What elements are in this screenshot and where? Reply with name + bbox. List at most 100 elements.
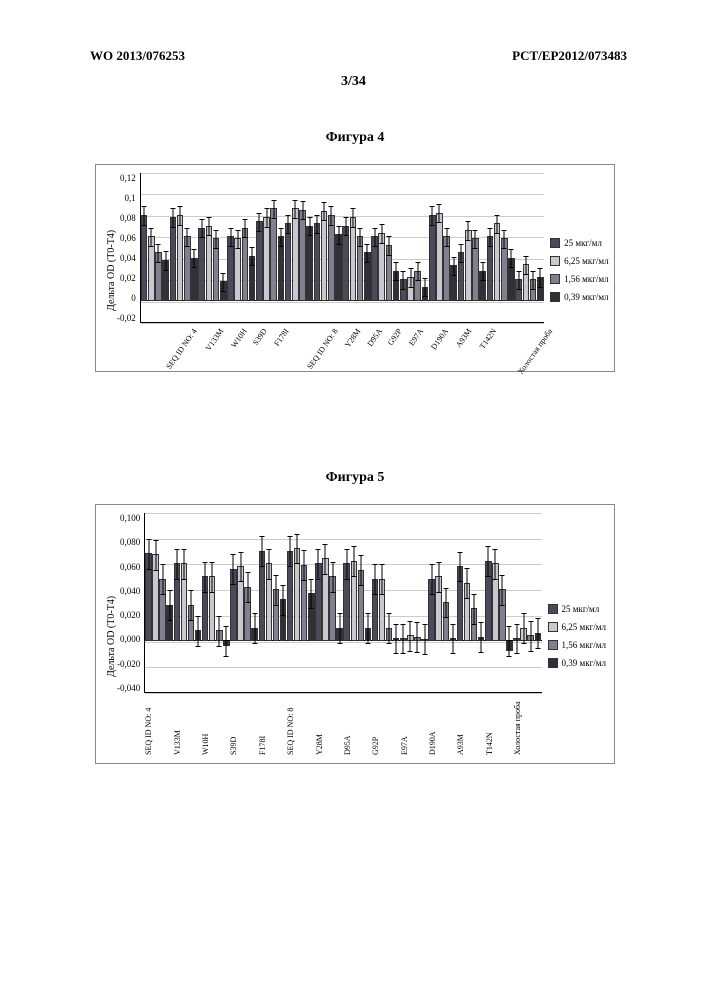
bar — [364, 252, 371, 300]
ytick-label: -0,020 — [117, 659, 140, 669]
legend-label: 25 мкг/мл — [564, 238, 602, 248]
bar — [429, 215, 436, 301]
bar-group — [202, 513, 230, 692]
bar — [234, 238, 241, 300]
bar — [515, 279, 522, 300]
ytick-label: 0,080 — [117, 537, 140, 547]
bar — [372, 579, 379, 641]
bar — [242, 228, 249, 301]
legend-swatch — [550, 274, 560, 284]
xtick-label: S39D — [229, 693, 257, 759]
bar — [537, 277, 544, 301]
bar — [237, 566, 244, 641]
bar — [287, 551, 294, 641]
bar — [458, 252, 465, 300]
legend-item: 25 мкг/мл — [548, 604, 606, 614]
bar — [527, 635, 534, 640]
fig5-ylabel: Дельта OD (T0-T4) — [104, 513, 117, 759]
bar — [191, 258, 198, 301]
legend-swatch — [550, 292, 560, 302]
bar — [371, 236, 378, 300]
ytick-label: 0,1 — [117, 193, 136, 203]
bar — [379, 579, 386, 641]
legend-swatch — [548, 622, 558, 632]
bar-group — [400, 173, 429, 322]
legend-label: 0,39 мкг/мл — [564, 292, 608, 302]
bar — [464, 583, 471, 641]
bar — [535, 633, 542, 641]
bar — [230, 569, 237, 641]
page-number: 3/34 — [0, 74, 707, 90]
xtick-label: F178I — [258, 693, 286, 759]
grid-line — [141, 323, 544, 324]
bar — [294, 548, 301, 641]
bar — [472, 238, 479, 300]
bar — [365, 628, 372, 641]
ytick-label: -0,02 — [117, 313, 136, 323]
legend-swatch — [548, 640, 558, 650]
fig5-xaxis: SEQ ID NO: 4V133MW10HS39DF178ISEQ ID NO:… — [144, 693, 541, 759]
ytick-label: 0,000 — [117, 634, 140, 644]
bar — [306, 226, 313, 301]
xtick-label: SEQ ID NO: 8 — [286, 693, 314, 759]
legend-swatch — [550, 238, 560, 248]
bar — [492, 563, 499, 640]
bar-group — [256, 173, 285, 322]
bar-group — [515, 173, 544, 322]
bar-group — [428, 513, 456, 692]
bar — [166, 605, 173, 641]
bar — [414, 271, 421, 301]
ytick-label: 0,040 — [117, 586, 140, 596]
bar — [414, 637, 421, 641]
bar — [520, 628, 527, 641]
bar-group — [487, 173, 516, 322]
bar — [145, 553, 152, 640]
bar — [148, 236, 155, 300]
bar-group — [259, 513, 287, 692]
bar — [170, 217, 177, 301]
bar — [436, 213, 443, 301]
bar — [206, 226, 213, 301]
bar — [299, 210, 306, 301]
bar — [209, 576, 216, 640]
bar-group — [372, 513, 400, 692]
fig5-yaxis: 0,1000,0800,0600,0400,0200,000-0,020-0,0… — [117, 513, 144, 693]
bar-group — [513, 513, 541, 692]
xtick-label: E97A — [400, 693, 428, 759]
bar — [266, 563, 273, 640]
bar — [278, 236, 285, 300]
xtick-label: D190A — [428, 693, 456, 759]
bar — [450, 265, 457, 300]
bar-group — [458, 173, 487, 322]
bar — [329, 576, 336, 640]
bar — [471, 608, 478, 640]
bar — [485, 561, 492, 641]
bar-group — [485, 513, 513, 692]
bar — [220, 281, 227, 300]
bar — [428, 579, 435, 641]
figure-5-label: Фигура 5 — [95, 470, 615, 486]
bar — [457, 566, 464, 641]
bar — [478, 637, 485, 641]
bar-group — [429, 173, 458, 322]
bar-group — [141, 173, 170, 322]
bar — [181, 563, 188, 640]
bar-group — [371, 173, 400, 322]
bar-group — [285, 173, 314, 322]
bar-group — [342, 173, 371, 322]
bar-group — [400, 513, 428, 692]
bar — [263, 217, 270, 301]
legend-swatch — [550, 256, 560, 266]
bar — [407, 635, 414, 640]
bar — [256, 221, 263, 300]
bar — [343, 563, 350, 640]
figure-4-label: Фигура 4 — [95, 130, 615, 146]
bar — [251, 628, 258, 641]
figure-5-chart: Дельта OD (T0-T4) 0,1000,0800,0600,0400,… — [95, 504, 615, 764]
bar — [249, 256, 256, 301]
bar — [351, 561, 358, 641]
ytick-label: 0,020 — [117, 610, 140, 620]
ytick-label: 0,02 — [117, 273, 136, 283]
bar — [342, 226, 349, 301]
bar — [270, 208, 277, 300]
